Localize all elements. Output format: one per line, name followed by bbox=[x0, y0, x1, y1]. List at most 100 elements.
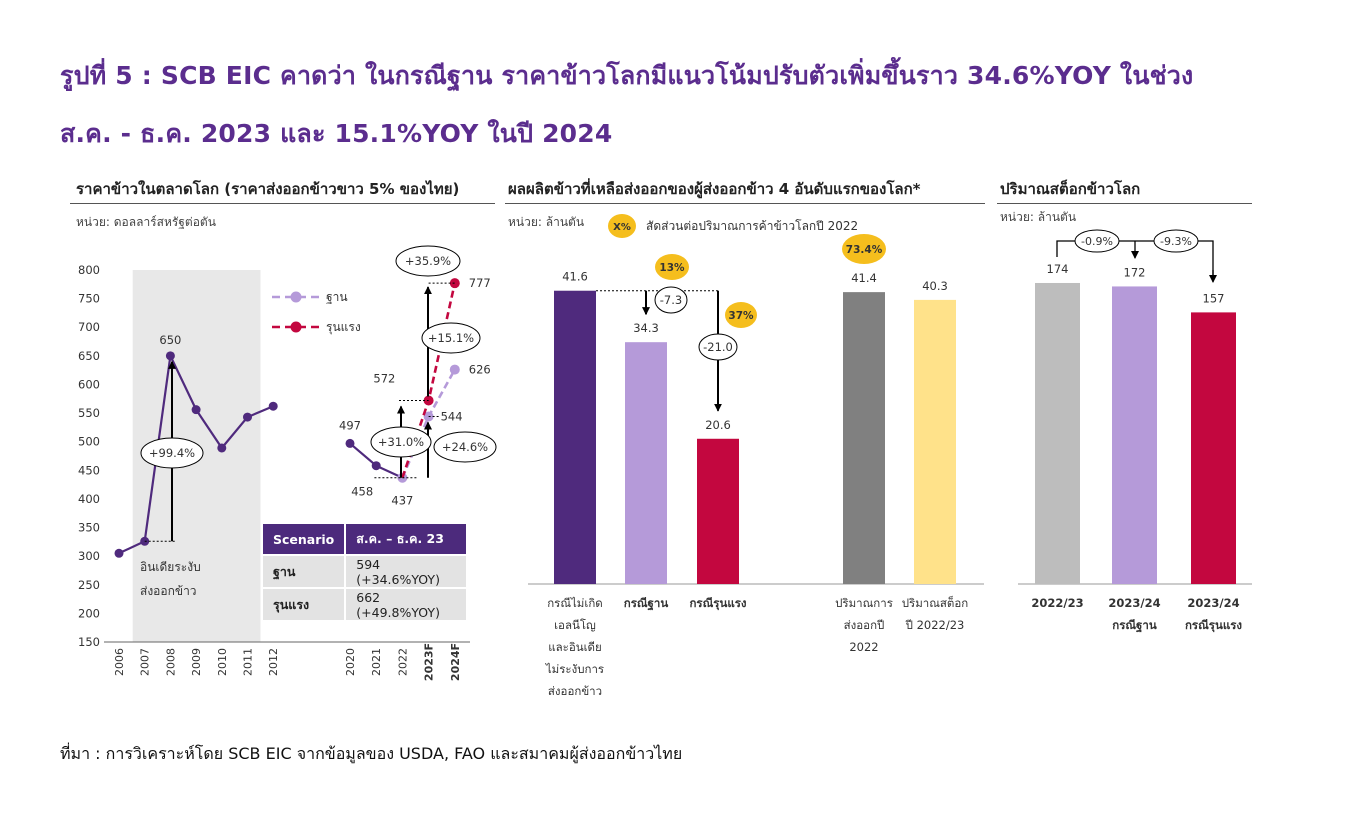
figure-title-line-1: รูปที่ 5 : SCB EIC คาดว่า ในกรณีฐาน ราคา… bbox=[60, 61, 1194, 90]
stock-delta-ellipse bbox=[1074, 229, 1120, 253]
share-badge bbox=[655, 254, 689, 280]
supply-bar-value: 41.6 bbox=[562, 270, 588, 284]
y-tick-label: 550 bbox=[78, 406, 100, 420]
y-tick-label: 650 bbox=[78, 349, 100, 363]
supply-bar-value: 20.6 bbox=[705, 418, 731, 432]
supply-category-label: เอลนีโญ bbox=[554, 618, 596, 632]
y-tick-label: 350 bbox=[78, 521, 100, 535]
stock-category-label: กรณีฐาน bbox=[1112, 618, 1157, 633]
supply-category-label: และอินเดีย bbox=[548, 640, 602, 654]
supply-bar bbox=[697, 438, 739, 584]
share-badge-label: 13% bbox=[659, 262, 685, 274]
scenario-name: รุนแรง bbox=[263, 587, 347, 620]
stock-delta-label: -0.9% bbox=[1081, 235, 1113, 248]
supply-chart-title: ผลผลิตข้าวที่เหลือส่งออกของผู้ส่งออกข้าว… bbox=[508, 180, 921, 198]
growth-annotation-ellipse bbox=[395, 245, 461, 277]
stock-bar-value: 174 bbox=[1047, 262, 1069, 276]
recent-price-point bbox=[371, 461, 381, 471]
supply-category-label: ปริมาณสต็อก bbox=[902, 595, 969, 610]
supply-delta-ellipse bbox=[654, 286, 688, 314]
price-chart-unit: หน่วย: ดอลลาร์สหรัฐต่อตัน bbox=[76, 215, 216, 229]
scenario-table-header: Scenario ส.ค. – ธ.ค. 23 bbox=[263, 524, 467, 555]
point-value-label: 650 bbox=[159, 333, 181, 347]
x-tick-label: 2009 bbox=[190, 648, 203, 676]
history-price-point bbox=[217, 443, 227, 453]
y-tick-label: 300 bbox=[78, 549, 100, 563]
share-badge bbox=[725, 302, 757, 328]
supply-category-label: ส่งออกข้าว bbox=[548, 684, 602, 698]
point-value-label: 458 bbox=[351, 485, 373, 499]
stock-bar bbox=[1035, 282, 1080, 584]
growth-annotation-label: +99.4% bbox=[149, 446, 195, 460]
y-tick-label: 750 bbox=[78, 292, 100, 306]
supply-category-label: กรณีรุนแรง bbox=[689, 596, 746, 611]
share-badge-label: 37% bbox=[728, 310, 754, 322]
stock-category-label: 2022/23 bbox=[1031, 596, 1083, 610]
x-tick-label: 2022 bbox=[396, 648, 409, 676]
x-tick-label: 2010 bbox=[216, 648, 229, 676]
supply-bar-value: 41.4 bbox=[851, 271, 877, 285]
stock-category-label: 2023/24 bbox=[1108, 596, 1160, 610]
shaded-period-label: อินเดียระงับ bbox=[140, 560, 201, 574]
source-note: ที่มา : การวิเคราะห์โดย SCB EIC จากข้อมู… bbox=[60, 744, 683, 763]
share-legend-text: สัดส่วนต่อปริมาณการค้าข้าวโลกปี 2022 bbox=[646, 219, 858, 233]
growth-annotation-label: +24.6% bbox=[442, 440, 488, 454]
x-tick-label: 2012 bbox=[267, 648, 280, 676]
history-price-point bbox=[268, 401, 278, 411]
share-badge-label: 73.4% bbox=[846, 244, 883, 256]
severe-case-point bbox=[449, 278, 460, 289]
x-tick-label: 2011 bbox=[242, 648, 255, 676]
scenario-header: Scenario bbox=[263, 524, 347, 555]
y-tick-label: 450 bbox=[78, 463, 100, 477]
stock-delta-label: -9.3% bbox=[1160, 235, 1192, 248]
supply-category-label: 2022 bbox=[849, 640, 878, 654]
scenario-name: ฐาน bbox=[263, 554, 347, 588]
stock-chart-unit: หน่วย: ล้านตัน bbox=[1000, 210, 1077, 224]
history-price-point bbox=[243, 412, 252, 422]
supply-bar bbox=[843, 292, 885, 584]
supply-delta-label: -21.0 bbox=[703, 340, 733, 354]
y-tick-label: 200 bbox=[78, 606, 100, 620]
supply-chart-unit: หน่วย: ล้านตัน bbox=[508, 215, 585, 229]
x-tick-label: 2008 bbox=[164, 648, 177, 676]
supply-delta-ellipse bbox=[698, 333, 738, 361]
period-header: ส.ค. – ธ.ค. 23 bbox=[345, 524, 467, 555]
supply-category-label: ปริมาณการ bbox=[835, 596, 893, 610]
y-tick-label: 600 bbox=[78, 377, 100, 391]
supply-category-label: ไม่ระงับการ bbox=[545, 662, 604, 676]
growth-annotation-ellipse bbox=[421, 322, 481, 354]
stock-bar bbox=[1112, 286, 1157, 584]
y-tick-label: 700 bbox=[78, 320, 100, 334]
growth-annotation-label: +35.9% bbox=[405, 254, 451, 268]
recent-price-point bbox=[345, 438, 355, 448]
x-tick-label: 2006 bbox=[113, 648, 126, 676]
stock-chart-rule bbox=[997, 203, 1252, 204]
x-tick-label: 2024F bbox=[449, 643, 462, 681]
x-tick-label: 2020 bbox=[344, 648, 357, 676]
x-tick-label: 2007 bbox=[139, 648, 152, 676]
share-legend-badge bbox=[608, 214, 636, 238]
stock-bar bbox=[1191, 312, 1236, 584]
y-tick-label: 800 bbox=[78, 263, 100, 277]
growth-annotation-ellipse bbox=[370, 426, 432, 458]
stock-category-label: กรณีรุนแรง bbox=[1185, 618, 1242, 633]
history-price-point bbox=[165, 351, 175, 361]
stock-chart-title: ปริมาณสต็อกข้าวโลก bbox=[1000, 180, 1141, 198]
supply-delta-label: -7.3 bbox=[660, 293, 682, 307]
supply-bar-value: 34.3 bbox=[633, 321, 659, 335]
supply-bar-value: 40.3 bbox=[922, 279, 948, 293]
share-badge bbox=[842, 234, 886, 264]
y-tick-label: 400 bbox=[78, 492, 100, 506]
table-row: รุนแรง 662 (+49.8%YOY) bbox=[263, 587, 467, 620]
legend-label: ฐาน bbox=[326, 290, 348, 304]
growth-annotation-label: +15.1% bbox=[428, 331, 474, 345]
growth-annotation-ellipse bbox=[140, 437, 204, 469]
x-tick-label: 2023F bbox=[423, 643, 436, 681]
supply-category-label: ปี 2022/23 bbox=[905, 618, 965, 632]
share-legend-badge-text: X% bbox=[613, 222, 631, 233]
table-row: ฐาน 594 (+34.6%YOY) bbox=[263, 554, 467, 588]
stock-bar-value: 157 bbox=[1203, 291, 1225, 305]
x-tick-label: 2021 bbox=[370, 648, 383, 676]
y-tick-label: 250 bbox=[78, 578, 100, 592]
